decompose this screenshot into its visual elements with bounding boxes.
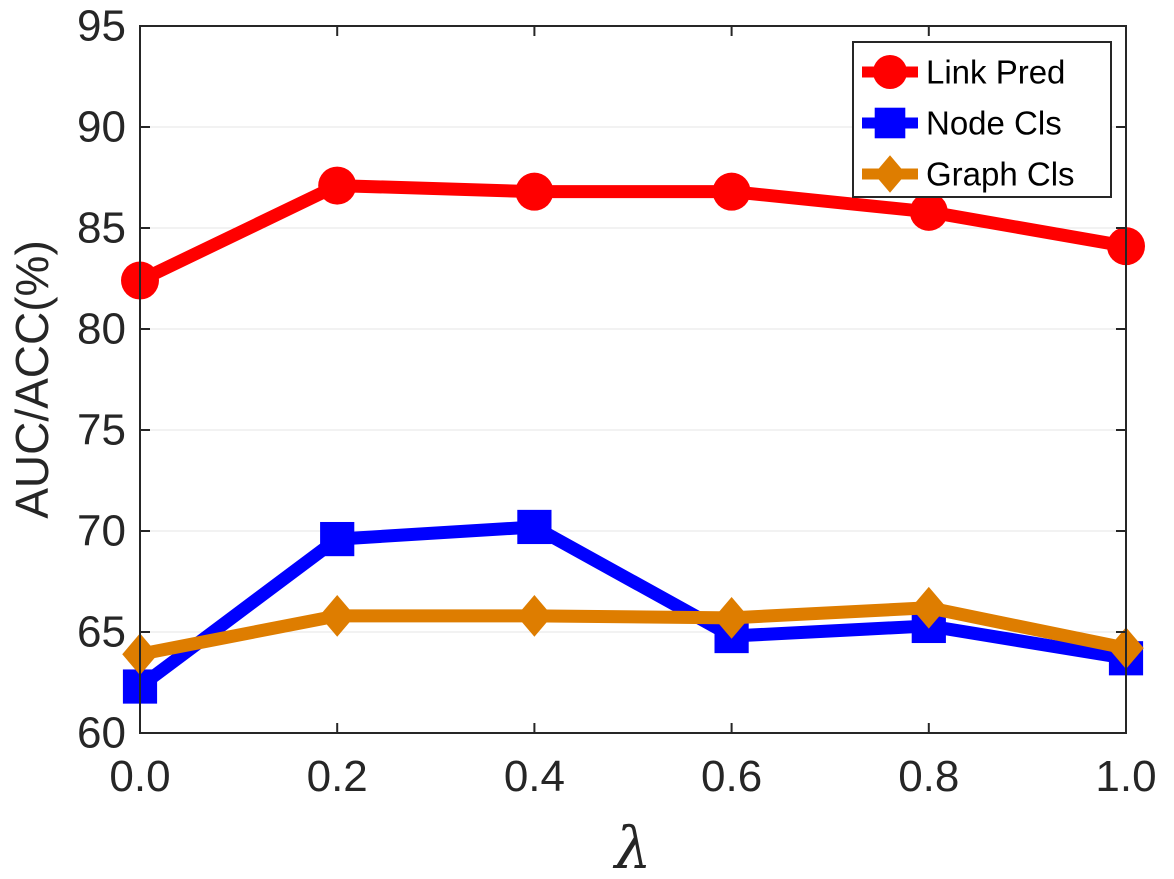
data-point bbox=[713, 596, 750, 639]
x-axis-label: λ bbox=[613, 814, 652, 879]
y-tick-label: 60 bbox=[77, 709, 126, 758]
y-tick-label: 65 bbox=[77, 608, 126, 657]
series-line bbox=[138, 601, 1128, 661]
legend-marker bbox=[874, 155, 906, 193]
x-tick-label: 0.6 bbox=[701, 752, 762, 801]
legend-item: Node Cls bbox=[862, 105, 1062, 142]
x-tick-label: 0.0 bbox=[109, 752, 170, 801]
data-point bbox=[516, 594, 553, 637]
data-point bbox=[319, 594, 355, 637]
data-point bbox=[909, 192, 948, 231]
legend-marker bbox=[874, 107, 906, 139]
legend-item: Link Pred bbox=[862, 54, 1065, 91]
data-point bbox=[318, 166, 357, 205]
y-axis-label: AUC/ACC(%) bbox=[6, 240, 58, 519]
data-point bbox=[712, 172, 751, 211]
legend-item: Graph Cls bbox=[862, 155, 1075, 193]
x-tick-label: 1.0 bbox=[1095, 752, 1156, 801]
series-line bbox=[136, 520, 1128, 692]
legend-label: Node Cls bbox=[926, 105, 1062, 142]
x-tick-label: 0.2 bbox=[307, 752, 368, 801]
data-point bbox=[320, 521, 355, 557]
series-link-pred bbox=[121, 166, 1145, 300]
series-layer bbox=[121, 166, 1145, 704]
data-point bbox=[515, 172, 554, 211]
series-node-cls bbox=[122, 509, 1144, 704]
data-point bbox=[911, 586, 947, 629]
legend-label: Link Pred bbox=[926, 54, 1065, 91]
y-tick-label: 95 bbox=[77, 2, 126, 51]
x-tick-label: 0.4 bbox=[504, 752, 565, 801]
y-tick-label: 75 bbox=[77, 406, 126, 455]
axis-ticks: 60 65 70 75 80 85 90 95 0.0 0.2 0.4 0.6 0.8 1.0 bbox=[77, 2, 1157, 802]
y-tick-label: 90 bbox=[77, 103, 126, 152]
y-tick-label: 70 bbox=[77, 507, 126, 556]
data-point bbox=[517, 509, 552, 545]
x-tick-label: 0.8 bbox=[898, 752, 959, 801]
legend-label: Graph Cls bbox=[926, 156, 1075, 193]
legend: Link Pred Node Cls Graph Cls bbox=[852, 41, 1112, 198]
legend-marker bbox=[873, 55, 907, 89]
y-tick-label: 80 bbox=[77, 305, 126, 354]
y-tick-label: 85 bbox=[77, 204, 126, 253]
axes-box bbox=[139, 25, 1127, 734]
series-line bbox=[137, 179, 1128, 287]
